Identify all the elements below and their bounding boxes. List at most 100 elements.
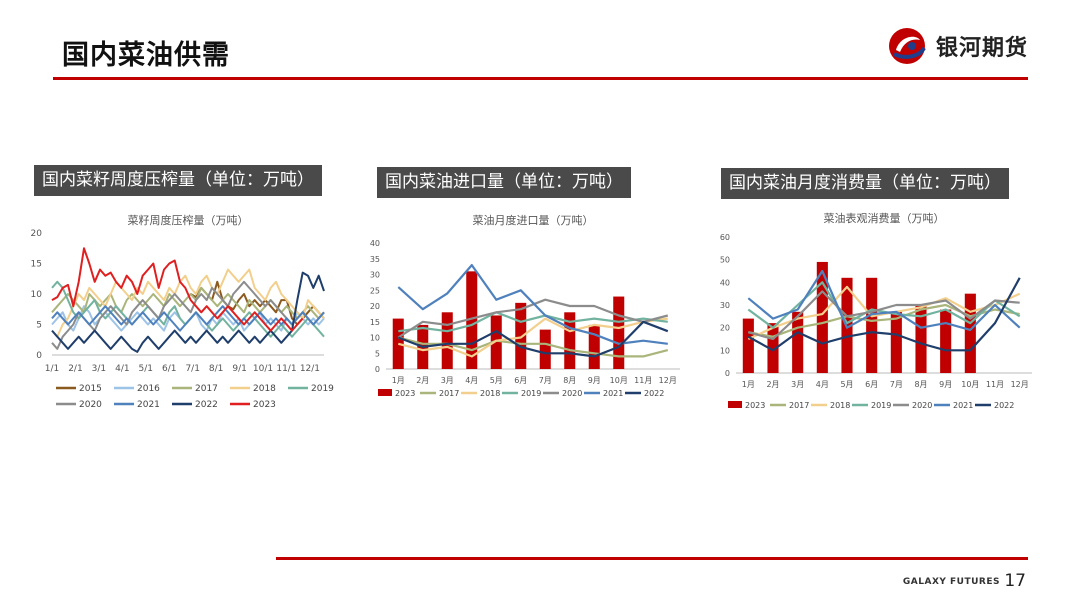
legend-label: 2019: [521, 389, 541, 398]
y-tick-label: 60: [720, 233, 730, 242]
legend-label: 2017: [789, 401, 809, 410]
x-tick-label: 9月: [939, 380, 952, 389]
x-tick-label: 10月: [961, 380, 979, 389]
legend-label: 2020: [562, 389, 582, 398]
legend-label: 2023: [395, 389, 415, 398]
page-number: 17: [1004, 571, 1026, 591]
legend-label: 2021: [137, 400, 160, 410]
legend-label: 2022: [195, 400, 218, 410]
x-tick-label: 4月: [816, 380, 829, 389]
bar-2023: [767, 323, 779, 373]
footer-divider: [276, 557, 1028, 560]
legend-label: 2019: [311, 384, 334, 394]
x-tick-label: 3月: [791, 380, 804, 389]
panel-title-crush: 国内菜籽周度压榨量（单位：万吨）: [34, 165, 322, 196]
x-tick-label: 7月: [539, 376, 552, 385]
x-tick-label: 9/1: [232, 364, 246, 374]
series-line-2019: [747, 281, 1021, 329]
y-tick-label: 10: [31, 290, 43, 300]
x-tick-label: 6/1: [162, 364, 176, 374]
legend-swatch: [728, 401, 742, 408]
series-line-2018: [398, 317, 668, 358]
bar-2023: [515, 302, 527, 369]
x-tick-label: 2/1: [68, 364, 82, 374]
x-tick-label: 5/1: [139, 364, 153, 374]
y-tick-label: 40: [370, 239, 380, 248]
series-line-2022: [397, 320, 669, 358]
panel-title-consumption: 国内菜油月度消费量（单位：万吨）: [721, 168, 1009, 199]
series-line-2015: [190, 280, 325, 326]
bar-2023: [792, 311, 804, 373]
x-tick-label: 3月: [441, 376, 454, 385]
x-tick-label: 8/1: [209, 364, 223, 374]
x-tick-label: 4/1: [115, 364, 129, 374]
bar-2023: [866, 277, 878, 373]
legend-label: 2016: [137, 384, 160, 394]
legend-label: 2015: [79, 384, 102, 394]
y-tick-label: 25: [370, 286, 380, 295]
y-tick-label: 40: [720, 278, 730, 287]
legend-label: 2020: [912, 401, 932, 410]
bar-2023: [539, 329, 551, 369]
y-tick-label: 15: [370, 318, 380, 327]
galaxy-futures-logo-icon: [888, 28, 926, 64]
y-tick-label: 35: [370, 255, 380, 264]
y-tick-label: 20: [31, 229, 43, 239]
y-tick-label: 30: [720, 301, 730, 310]
bar-2023: [890, 311, 902, 373]
chart-title: 菜籽周度压榨量（万吨）: [128, 213, 249, 227]
legend-label: 2022: [644, 389, 664, 398]
bar-2023: [915, 305, 927, 373]
bar-2023: [613, 296, 625, 369]
panel-title-import: 国内菜油进口量（单位：万吨）: [377, 167, 631, 198]
monthly-import-chart: 菜油月度进口量（万吨） 0 5 10 15 20 25 30 35 40 1月 2月 3月 4月 5月 6月 7…: [370, 213, 680, 398]
x-tick-label: 6月: [865, 380, 878, 389]
monthly-consumption-chart: 菜油表观消费量（万吨） 0 10 20 30 40 50 60 1月 2月 3月 4月 5月 6月 7月 8月…: [720, 211, 1032, 410]
bar-2023: [588, 324, 600, 369]
x-tick-label: 11月: [634, 376, 652, 385]
legend-label: 2018: [253, 384, 276, 394]
x-tick-label: 5月: [490, 376, 503, 385]
y-tick-label: 20: [720, 324, 730, 333]
x-tick-label: 12月: [659, 376, 677, 385]
x-tick-label: 5月: [840, 380, 853, 389]
legend-label: 2017: [195, 384, 218, 394]
chart-title: 菜油表观消费量（万吨）: [824, 211, 945, 225]
x-tick-label: 3/1: [92, 364, 106, 374]
y-tick-label: 10: [370, 334, 380, 343]
bar-2023: [940, 309, 952, 373]
bar-2023: [816, 261, 828, 373]
series-line-2020: [748, 290, 1020, 341]
footer-brand: GALAXY FUTURES: [902, 577, 1000, 587]
legend-label: 2023: [253, 400, 276, 410]
x-tick-label: 2月: [766, 380, 779, 389]
x-tick-label: 4月: [465, 376, 478, 385]
x-tick-label: 1/1: [45, 364, 59, 374]
y-tick-label: 0: [36, 351, 42, 361]
series-line-2022: [51, 271, 325, 353]
bar-2023: [490, 315, 502, 369]
legend-label: 2018: [480, 389, 500, 398]
legend-label: 2020: [79, 400, 102, 410]
series-line-2022: [747, 277, 1021, 352]
bar-2023: [441, 312, 453, 369]
bar-2023: [466, 271, 478, 369]
x-tick-label: 10月: [610, 376, 628, 385]
page-title: 国内菜油供需: [62, 40, 230, 71]
legend-label: 2023: [745, 401, 765, 410]
legend-label: 2022: [994, 401, 1014, 410]
y-tick-label: 0: [725, 369, 730, 378]
x-tick-label: 11月: [986, 380, 1004, 389]
x-tick-label: 9月: [588, 376, 601, 385]
x-tick-label: 1月: [742, 380, 755, 389]
legend-label: 2019: [871, 401, 891, 410]
series-line-2020: [51, 280, 325, 350]
logo-text: 银河期货: [935, 36, 1028, 61]
y-tick-label: 15: [31, 260, 42, 270]
legend-label: 2018: [830, 401, 850, 410]
header-divider: [53, 77, 1028, 80]
y-tick-label: 10: [720, 346, 730, 355]
series-line-2023: [51, 247, 304, 332]
chart-title: 菜油月度进口量（万吨）: [473, 213, 594, 227]
x-tick-label: 1月: [392, 376, 405, 385]
